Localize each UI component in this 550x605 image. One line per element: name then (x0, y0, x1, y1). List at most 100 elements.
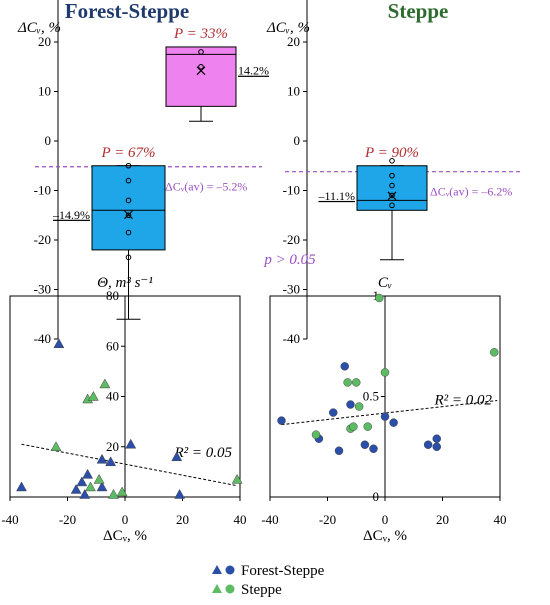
x-tick-label: -20 (59, 512, 76, 527)
x-tick-label: 40 (494, 512, 507, 527)
panel-title: Forest-Steppe (65, 0, 189, 23)
scatter-point (490, 348, 499, 357)
scatter-point (87, 390, 99, 401)
x-axis-label: ΔCᵥ, % (363, 528, 407, 544)
y-axis-label: ΔCᵥ, % (17, 20, 61, 36)
scatter-point (369, 444, 378, 454)
y-tick-label: -10 (34, 183, 51, 198)
r-squared-label: R² = 0.05 (173, 445, 232, 461)
legend-triangle-marker (212, 584, 222, 593)
scatter-point (363, 422, 372, 431)
scatter-point (174, 488, 186, 499)
scatter-point (50, 441, 62, 451)
average-label: ΔCᵥ(av) = –6.2% (430, 185, 512, 199)
mean-label: –14.9% (52, 208, 90, 222)
scatter-point (432, 434, 441, 443)
y-tick-label: -20 (34, 232, 51, 247)
data-point (389, 192, 395, 199)
trend-line (281, 400, 498, 426)
scatter-point (340, 362, 349, 371)
scatter-point (352, 378, 361, 387)
scatter-point (108, 488, 119, 499)
p-label: P = 33% (173, 26, 228, 42)
y-tick-label: 60 (106, 338, 119, 353)
legend-triangle-marker (212, 565, 222, 574)
y-tick-label: 0.5 (363, 389, 379, 404)
scatter-point (380, 368, 390, 377)
scatter-point (343, 378, 352, 387)
x-tick-label: 0 (382, 512, 389, 527)
scatter-point (389, 418, 398, 427)
scatter-point (277, 416, 286, 425)
mean-marker (387, 191, 397, 201)
y-tick-label: 0 (294, 133, 301, 148)
scatter-point (116, 486, 128, 497)
scatter-point (125, 438, 137, 449)
mean-marker (196, 66, 206, 76)
data-point (389, 158, 395, 164)
data-point (125, 229, 132, 236)
y-tick-label: 10 (287, 84, 300, 99)
p-label: P = 67% (100, 145, 155, 161)
data-point (389, 182, 395, 189)
legend-circle-marker (225, 584, 235, 594)
scatter-point (334, 446, 344, 456)
y-tick-label: 1 (373, 288, 380, 303)
scatter-point (346, 400, 355, 409)
y-tick-label: 10 (38, 84, 51, 99)
scatter-point (70, 483, 82, 494)
y-tick-label: -40 (34, 331, 51, 346)
scatter-point (349, 422, 358, 431)
scatter-point (380, 412, 390, 421)
mean-marker (124, 210, 133, 220)
scatter-point (171, 451, 183, 462)
legend-label: Forest-Steppe (241, 563, 325, 579)
mean-label: –11.1% (317, 189, 355, 203)
scatter-point (329, 408, 338, 417)
x-tick-label: 20 (436, 512, 449, 527)
p-label: P = 90% (364, 145, 419, 161)
r-squared-label: R² = 0.02 (433, 393, 492, 409)
data-point (125, 254, 132, 261)
y-tick-label: 0 (45, 133, 52, 148)
y-tick-label: -30 (34, 282, 51, 297)
scatter-point (99, 378, 111, 389)
data-point (198, 63, 204, 70)
y-tick-label: 20 (287, 34, 300, 49)
data-point (125, 212, 132, 219)
x-tick-label: 20 (176, 512, 189, 527)
y-tick-label: -40 (283, 331, 300, 346)
scatter-point (85, 481, 96, 492)
data-point (198, 49, 204, 55)
trend-line (21, 443, 238, 487)
data-point (389, 202, 395, 209)
scatter-point (311, 430, 321, 439)
y-axis-label: ΔCᵥ, % (266, 20, 310, 36)
data-point (389, 172, 395, 179)
average-label: ΔCᵥ(av) = –5.2% (165, 180, 247, 194)
scatter-point (53, 338, 65, 348)
box (91, 165, 166, 251)
data-point (125, 162, 132, 169)
y-tick-label: -20 (283, 232, 300, 247)
y-tick-label: 20 (38, 34, 51, 49)
data-point (125, 177, 132, 184)
scatter-point (432, 442, 441, 451)
y-axis-label: Cᵥ (378, 275, 392, 291)
y-axis-label: Θ, m³ s⁻¹ (97, 275, 153, 291)
x-tick-label: 0 (122, 512, 129, 527)
p-value-note: p > 0.05 (263, 252, 316, 268)
x-tick-label: -40 (261, 512, 278, 527)
scatter-point (76, 476, 88, 487)
y-tick-label: 0 (373, 489, 380, 504)
box (165, 46, 237, 107)
scatter-point (375, 293, 384, 303)
scatter-point (360, 440, 370, 449)
panel-title: Steppe (388, 0, 449, 23)
legend-circle-marker (225, 565, 235, 575)
x-axis-label: ΔCᵥ, % (103, 528, 147, 544)
scatter-point (96, 453, 108, 464)
scatter-point (231, 473, 243, 484)
y-tick-label: -30 (283, 282, 300, 297)
